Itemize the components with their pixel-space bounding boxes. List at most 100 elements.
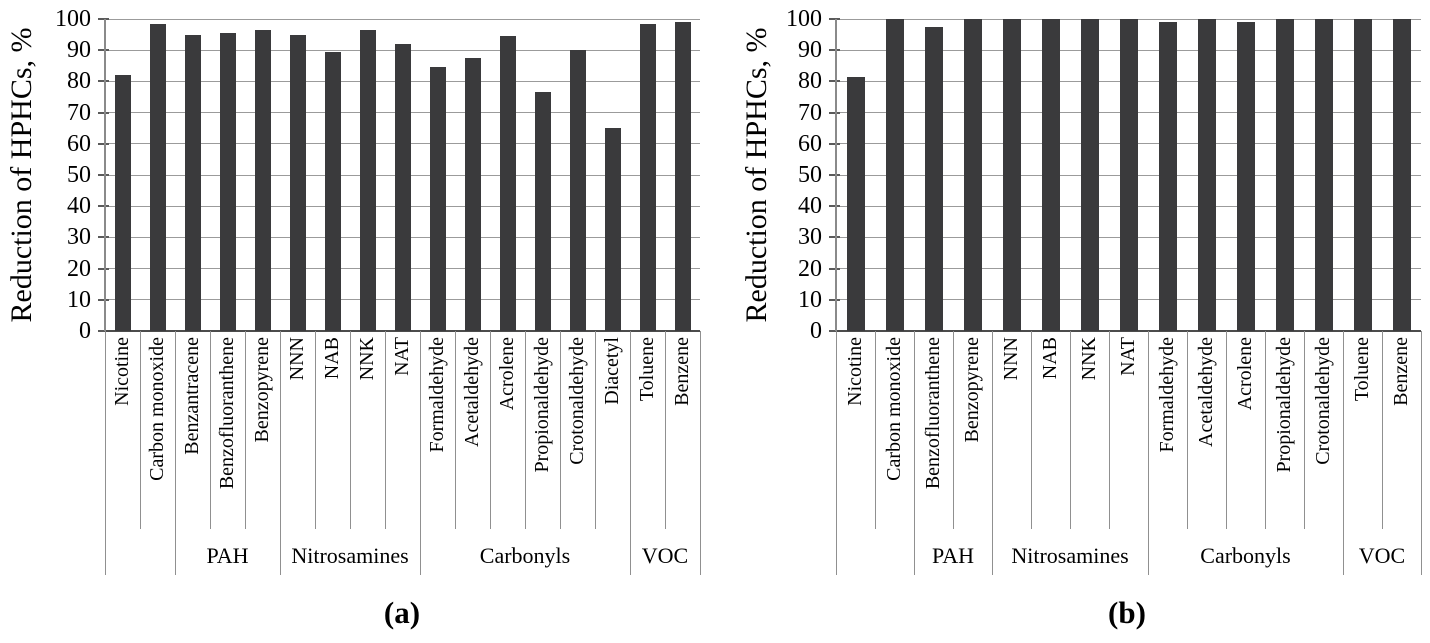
y-tick-mark [829, 298, 840, 301]
y-tick-label: 30 [798, 224, 822, 251]
category-separator-line [454, 331, 456, 529]
group-label: PAH [206, 543, 249, 568]
group-separator-line [699, 331, 701, 575]
y-tick-label: 70 [67, 99, 91, 126]
category-label: Nicotine [844, 337, 866, 406]
group-separator-line [1147, 331, 1149, 575]
y-tick-label: 90 [67, 37, 91, 64]
category-separator-line [1381, 331, 1383, 529]
bar [1119, 19, 1138, 331]
caption-b: (b) [1108, 595, 1146, 630]
bar [1236, 22, 1255, 331]
category-separator-line [1186, 331, 1188, 529]
category-label: Acrolene [1234, 337, 1256, 411]
caption-a: (a) [383, 595, 421, 630]
bar [149, 23, 166, 331]
y-axis-line [104, 19, 106, 331]
group-separator-line [104, 331, 106, 575]
category-label: Acetaldehyde [1195, 337, 1217, 447]
y-tick-mark [98, 80, 109, 83]
y-tick-mark [829, 142, 840, 145]
y-tick-label: 70 [798, 99, 822, 126]
x-axis-line [105, 330, 700, 332]
bar [604, 128, 621, 331]
group-label: Carbonyls [1200, 543, 1291, 568]
group-separator-line [174, 331, 176, 575]
y-tick-mark [98, 111, 109, 114]
category-label: Benzofluoranthene [922, 337, 944, 490]
bar [963, 19, 982, 331]
bar [289, 34, 306, 331]
category-separator-line [874, 331, 876, 529]
category-label: Carbon monoxide [883, 337, 905, 481]
gridline [105, 18, 700, 20]
category-separator-line [1030, 331, 1032, 529]
category-separator-line [349, 331, 351, 529]
group-label: VOC [1358, 543, 1406, 568]
group-label: Nitrosamines [291, 543, 409, 568]
bar [924, 26, 943, 331]
bar [846, 76, 865, 331]
x-axis-line [836, 330, 1421, 332]
bar [1158, 22, 1177, 331]
bar [885, 19, 904, 331]
category-separator-line [384, 331, 386, 529]
y-tick-label: 0 [79, 318, 91, 344]
bar [569, 50, 586, 331]
y-tick-label: 30 [67, 224, 91, 251]
group-label: Nitrosamines [1011, 543, 1129, 568]
bar [639, 23, 656, 331]
group-separator-line [419, 331, 421, 575]
bar [534, 92, 551, 331]
y-tick-label: 40 [798, 193, 822, 220]
category-label: Toluene [1351, 337, 1373, 402]
y-tick-mark [98, 298, 109, 301]
group-separator-line [279, 331, 281, 575]
y-tick-mark [98, 205, 109, 208]
y-tick-mark [829, 49, 840, 52]
y-tick-label: 40 [67, 193, 91, 220]
group-separator-line [629, 331, 631, 575]
bar [359, 29, 376, 331]
bar [674, 22, 691, 331]
bar [1002, 19, 1021, 331]
y-tick-mark [829, 330, 840, 332]
category-separator-line [1108, 331, 1110, 529]
category-label: Benzene [1390, 337, 1412, 406]
bar [1275, 19, 1294, 331]
bar [1314, 19, 1333, 331]
bar [254, 29, 271, 331]
category-label: NNK [1078, 337, 1100, 381]
y-tick-mark [98, 330, 109, 332]
bar [1353, 19, 1372, 331]
y-tick-label: 100 [55, 6, 91, 32]
y-axis-title: Reduction of HPHCs, % [740, 27, 773, 323]
y-tick-label: 50 [798, 162, 822, 188]
category-separator-line [559, 331, 561, 529]
bar [1392, 19, 1411, 331]
group-label: VOC [641, 543, 689, 568]
y-tick-mark [829, 267, 840, 270]
y-tick-label: 0 [810, 318, 822, 344]
y-tick-label: 90 [798, 37, 822, 64]
bar [114, 75, 131, 331]
y-tick-mark [98, 236, 109, 239]
category-label: NNN [1000, 337, 1022, 381]
category-label: NAT [1117, 337, 1139, 376]
bar [429, 67, 446, 331]
bar [499, 36, 516, 331]
group-separator-line [991, 331, 993, 575]
category-separator-line [314, 331, 316, 529]
y-tick-label: 80 [798, 68, 822, 95]
bar [184, 34, 201, 331]
category-separator-line [489, 331, 491, 529]
y-tick-mark [98, 142, 109, 145]
y-tick-mark [98, 267, 109, 270]
category-separator-line [244, 331, 246, 529]
y-tick-mark [829, 18, 840, 20]
category-separator-line [1303, 331, 1305, 529]
y-tick-label: 80 [67, 68, 91, 95]
group-separator-line [1420, 331, 1422, 575]
y-tick-label: 50 [67, 162, 91, 188]
